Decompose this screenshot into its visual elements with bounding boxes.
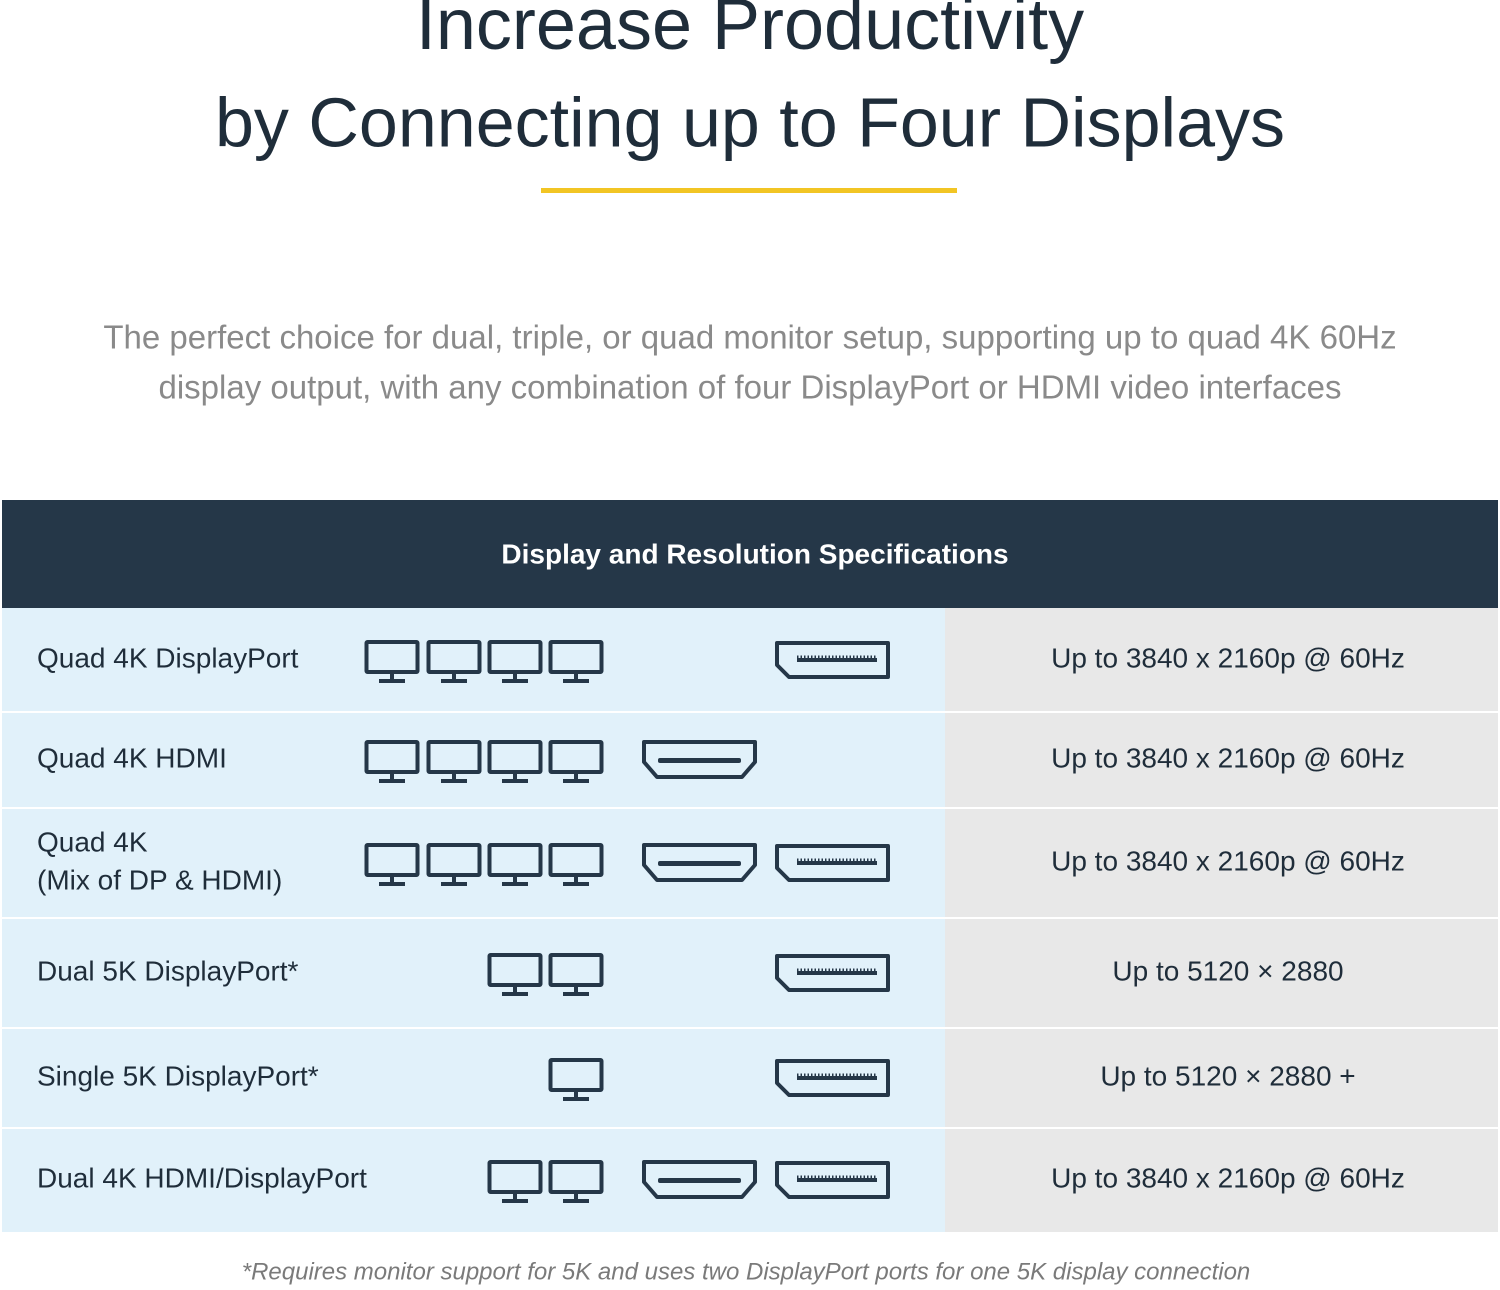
displayport-icon [775,844,890,882]
hdmi-pins [658,1178,741,1183]
displayport-pins [797,1178,877,1182]
monitor-icon [426,640,482,683]
row-left [2,1128,945,1232]
monitor-icon [426,740,482,783]
row-right [945,608,1498,712]
row-right [945,712,1498,808]
row-left [2,918,945,1028]
row-left [2,608,945,712]
row-resolution: Up to 3840 x 2160p @ 60Hz [1051,845,1405,876]
row-label: Single 5K DisplayPort* [37,1060,319,1091]
monitor-icon [487,843,543,886]
monitor-icon [548,1160,604,1203]
row-label: Quad 4K [37,826,148,857]
footnote: *Requires monitor support for 5K and use… [242,1258,1251,1285]
displayport-pins [797,971,877,975]
displayport-outline [775,641,890,679]
displayport-outline [775,1161,890,1199]
subtitle: display output, with any combination of … [158,369,1341,406]
monitor-icon [364,740,420,783]
row-left [2,712,945,808]
row-resolution: Up to 3840 x 2160p @ 60Hz [1051,1162,1405,1193]
row-label: Quad 4K DisplayPort [37,642,299,673]
hdmi-icon [642,740,757,779]
displayport-icon [775,1059,890,1097]
row-resolution: Up to 3840 x 2160p @ 60Hz [1051,742,1405,773]
row-right [945,918,1498,1028]
row-left [2,808,945,918]
hdmi-pins [658,861,741,866]
row-resolution: Up to 3840 x 2160p @ 60Hz [1051,642,1405,673]
monitor-icon [487,740,543,783]
hdmi-outline [642,843,757,882]
title: by Connecting up to Four Displays [215,83,1285,161]
monitor-icon [548,1058,604,1101]
hdmi-icon [642,1160,757,1199]
table-title: Display and Resolution Specifications [501,538,1008,569]
monitor-icon [364,640,420,683]
monitor-icon [548,740,604,783]
hdmi-outline [642,740,757,779]
displayport-icon [775,641,890,679]
monitor-icon [548,843,604,886]
table-body: Quad 4K DisplayPort Up to 3840 x 2160p @ … [2,608,1498,1232]
monitor-icon [548,640,604,683]
monitor-icon [487,1160,543,1203]
row-label: (Mix of DP & HDMI) [37,864,282,895]
row-right [945,808,1498,918]
displayport-icon [775,1161,890,1199]
displayport-outline [775,954,890,992]
displayport-outline [775,1059,890,1097]
hdmi-outline [642,1160,757,1199]
displayport-icon [775,954,890,992]
monitor-icon [487,953,543,996]
monitor-icon [426,843,482,886]
row-left [2,1028,945,1128]
displayport-pins [797,658,877,662]
row-label: Dual 4K HDMI/DisplayPort [37,1162,367,1193]
displayport-pins [797,1076,877,1080]
row-resolution: Up to 5120 × 2880 + [1100,1060,1355,1091]
subtitle: The perfect choice for dual, triple, or … [103,319,1396,356]
displayport-pins [797,861,877,865]
table-header [2,500,1498,608]
displayport-outline [775,844,890,882]
row-right [945,1128,1498,1232]
monitor-icon [487,640,543,683]
row-resolution: Up to 5120 × 2880 [1112,955,1343,986]
monitor-icon [364,843,420,886]
title: Increase Productivity [416,0,1084,65]
monitor-icon [548,953,604,996]
hdmi-icon [642,843,757,882]
row-label: Quad 4K HDMI [37,742,227,773]
title-underline [541,188,957,193]
row-right [945,1028,1498,1128]
hdmi-pins [658,758,741,763]
row-label: Dual 5K DisplayPort* [37,955,299,986]
